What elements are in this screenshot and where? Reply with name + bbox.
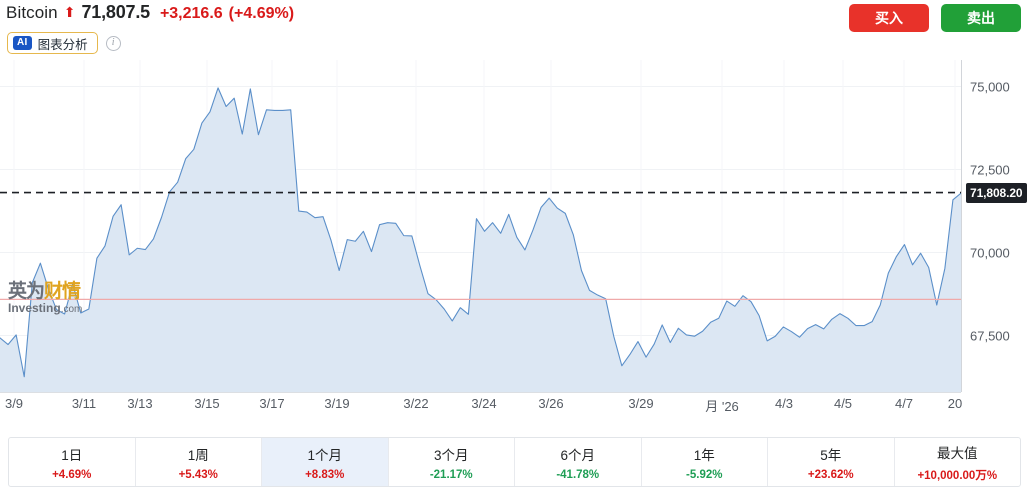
chart-plot-area[interactable] — [0, 60, 961, 392]
y-axis-tick-label: 70,000 — [970, 245, 1010, 261]
period-tab-label: 最大值 — [937, 445, 978, 461]
x-axis-tick-label: 4/3 — [774, 396, 794, 411]
x-axis-tick-label: 3/19 — [324, 396, 350, 411]
x-axis-tick-label: 3/15 — [194, 396, 220, 411]
watermark-chinese: 英为财情 — [8, 280, 81, 302]
x-axis-tick-label: 3/11 — [71, 396, 97, 411]
x-axis-tick-label: 20 — [947, 396, 963, 411]
trade-buttons: 买入 卖出 — [849, 4, 1021, 32]
y-axis-line — [961, 60, 962, 392]
up-arrow-icon: ⬆ — [63, 4, 76, 20]
change-absolute: +3,216.6 — [159, 5, 223, 22]
x-axis-line — [0, 392, 961, 393]
x-axis-tick-label: 4/5 — [833, 396, 853, 411]
chart-svg — [0, 60, 961, 392]
x-axis-tick-label: 月 '26 — [705, 399, 739, 414]
x-axis-tick-label: 4/7 — [894, 396, 914, 411]
period-tab[interactable]: 1个月 +8.83% — [262, 438, 389, 486]
x-axis-labels: 3/9 3/11 3/13 3/15 3/17 3/19 3/22 3/24 3/26 3/29 月… — [0, 396, 1029, 418]
quote-header: Bitcoin ⬆ 71,807.5 +3,216.6 (+4.69%) AI … — [0, 0, 1029, 60]
period-tab-change: -21.17% — [429, 468, 473, 481]
ai-analysis-row: AI 图表分析 i — [7, 32, 121, 54]
period-tab[interactable]: 3个月 -21.17% — [389, 438, 515, 486]
quote-summary: Bitcoin ⬆ 71,807.5 +3,216.6 (+4.69%) — [6, 2, 294, 23]
period-tab-change: +8.83% — [305, 468, 345, 481]
ai-chart-analysis-label: 图表分析 — [37, 37, 88, 52]
period-tab[interactable]: 1年 -5.92% — [642, 438, 768, 486]
period-tab-label: 1年 — [693, 447, 715, 463]
period-tab[interactable]: 5年 +23.62% — [768, 438, 895, 486]
instrument-name: Bitcoin — [6, 3, 58, 22]
x-axis-tick-label: 3/13 — [127, 396, 153, 411]
ai-chart-analysis-button[interactable]: AI 图表分析 — [7, 32, 98, 54]
period-tab[interactable]: 最大值 +10,000.00万% — [895, 438, 1021, 486]
period-tab-label: 6个月 — [560, 447, 595, 463]
x-axis-tick-label: 3/17 — [259, 396, 285, 411]
price-chart[interactable]: 英为财情 Investing.com 75,000 72,500 70,000 67,… — [0, 60, 1029, 430]
x-axis-tick-label: 3/24 — [471, 396, 497, 411]
ai-badge-icon: AI — [13, 36, 32, 50]
last-price: 71,807.5 — [81, 2, 150, 22]
sell-button[interactable]: 卖出 — [941, 4, 1021, 32]
y-axis-tick-label: 72,500 — [970, 162, 1010, 178]
period-tab[interactable]: 1日 +4.69% — [9, 438, 136, 486]
watermark-english: Investing.com — [8, 301, 83, 316]
period-selector[interactable]: 1日 +4.69% 1周 +5.43% 1个月 +8.83% 3个月 -21.17% 6个月 -4… — [8, 437, 1021, 487]
y-axis-tick-label: 67,500 — [970, 328, 1010, 344]
period-tab-change: +23.62% — [807, 468, 854, 481]
x-axis-tick-label: 3/9 — [4, 396, 24, 411]
x-axis-tick-label: 3/26 — [538, 396, 564, 411]
period-tab-label: 1个月 — [307, 447, 342, 463]
period-tab-change: +10,000.00万% — [917, 469, 998, 482]
investing-watermark: 英为财情 Investing.com — [8, 282, 108, 316]
change-percent: (+4.69%) — [228, 5, 295, 22]
x-axis-tick-label: 3/22 — [403, 396, 429, 411]
info-icon[interactable]: i — [105, 35, 121, 51]
x-axis-tick-label: 3/29 — [628, 396, 654, 411]
y-axis-tick-label: 75,000 — [970, 79, 1010, 95]
period-tab-label: 1日 — [61, 447, 83, 463]
current-price-badge: 71,808.20 — [966, 182, 1027, 203]
period-tab[interactable]: 1周 +5.43% — [136, 438, 262, 486]
period-tab-label: 3个月 — [433, 447, 469, 463]
period-tab[interactable]: 6个月 -41.78% — [515, 438, 642, 486]
buy-button[interactable]: 买入 — [849, 4, 929, 32]
period-tab-change: +4.69% — [52, 468, 92, 481]
period-tab-change: -41.78% — [556, 468, 600, 481]
y-axis: 75,000 72,500 70,000 67,500 71,808.20 — [961, 60, 1029, 392]
period-tab-label: 1周 — [187, 447, 209, 463]
period-tab-change: -5.92% — [686, 468, 723, 481]
period-tab-change: +5.43% — [178, 468, 218, 481]
period-tab-label: 5年 — [820, 447, 842, 463]
